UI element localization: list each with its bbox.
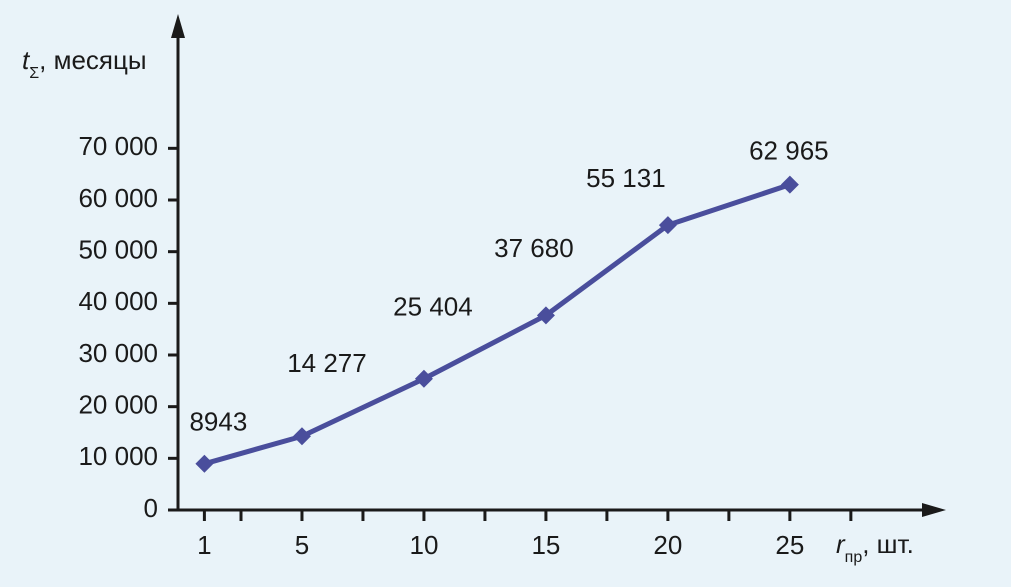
y-label-symbol: t: [22, 45, 31, 75]
x-tick-label: 15: [531, 530, 560, 560]
y-label-unit: , месяцы: [39, 45, 146, 75]
data-label: 37 680: [494, 233, 574, 263]
data-label: 55 131: [586, 163, 666, 193]
data-label: 8943: [189, 407, 247, 437]
y-axis-arrow: [171, 14, 185, 38]
data-label: 25 404: [393, 292, 473, 322]
y-tick-label: 40 000: [78, 286, 158, 316]
y-tick-label: 10 000: [78, 441, 158, 471]
x-tick-label: 1: [197, 530, 211, 560]
y-tick-label: 20 000: [78, 390, 158, 420]
x-tick-label: 25: [775, 530, 804, 560]
line: [203, 182, 791, 467]
marker: [658, 216, 677, 235]
y-tick-label: 60 000: [78, 183, 158, 213]
x-tick-label: 5: [295, 530, 309, 560]
x-tick-label: 20: [653, 530, 682, 560]
x-axis-arrow: [922, 503, 946, 517]
marker: [780, 175, 799, 194]
data-label: 62 965: [749, 136, 829, 166]
marker: [195, 454, 214, 473]
x-tick-label: 10: [409, 530, 438, 560]
y-axis-label: tΣ, месяцы: [22, 45, 147, 82]
x-label-unit: , шт.: [862, 529, 914, 559]
y-tick-label: 0: [144, 493, 158, 523]
y-tick-label: 50 000: [78, 235, 158, 265]
x-label-symbol: r: [836, 529, 846, 559]
data-label: 14 277: [287, 348, 367, 378]
y-label-subscript: Σ: [29, 65, 39, 82]
x-label-subscript: пр: [845, 549, 863, 566]
y-tick-label: 70 000: [78, 131, 158, 161]
marker: [536, 306, 555, 325]
y-tick-label: 30 000: [78, 338, 158, 368]
x-axis-label: rпр, шт.: [836, 529, 914, 566]
marker: [414, 369, 433, 388]
marker: [292, 427, 311, 446]
